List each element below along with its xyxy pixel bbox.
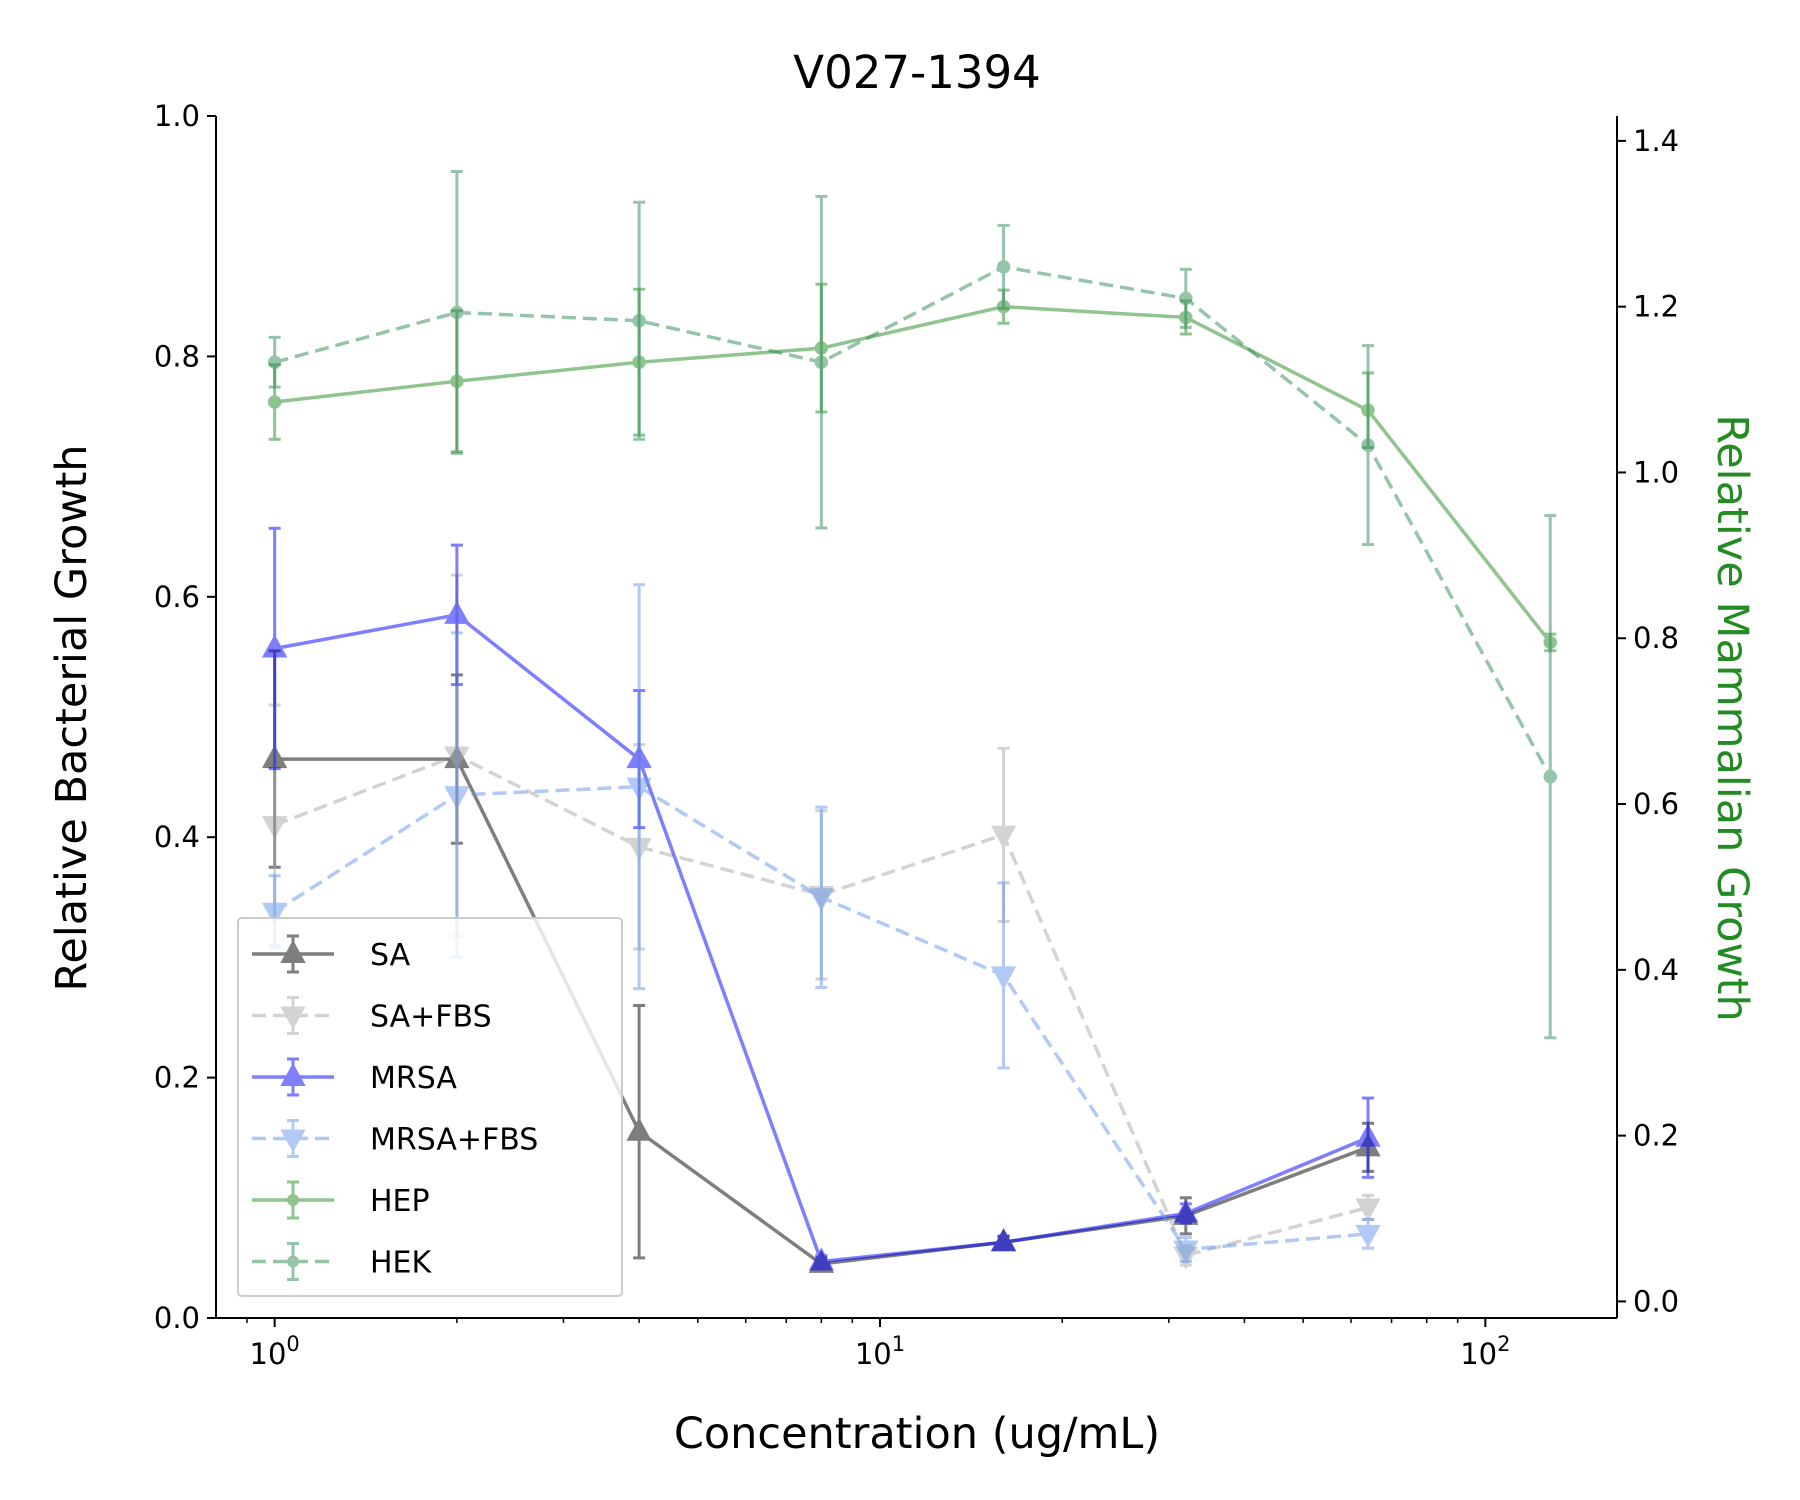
plot-area [261, 170, 1557, 1273]
y2-tick-label: 0.4 [1633, 953, 1679, 987]
y-tick-label: 0.6 [154, 580, 200, 614]
y-axis-title: Relative Bacterial Growth [47, 444, 97, 991]
legend-marker [287, 1255, 299, 1268]
legend-item: HEP [252, 1180, 430, 1220]
data-point [267, 395, 282, 409]
legend-label: SA [370, 938, 411, 973]
legend-handle [252, 1119, 334, 1158]
legend-item: MRSA [252, 1057, 457, 1097]
data-point [267, 355, 282, 369]
data-point [1543, 769, 1557, 784]
legend-item: MRSA+FBS [252, 1119, 538, 1158]
legend-marker [280, 939, 306, 963]
data-point [626, 1117, 652, 1141]
x-tick-label: 102 [1460, 1332, 1510, 1371]
y2-axis-title: Relative Mammalian Growth [1707, 414, 1757, 1021]
y-tick-label: 0.8 [154, 339, 200, 373]
legend-item: SA [252, 934, 411, 974]
data-point [1361, 438, 1375, 452]
x-axis: 100 101 102 [216, 1317, 1617, 1371]
legend: SA SA+FBS MRSA MRSA+FBS HEP HEK [237, 917, 623, 1297]
data-point [996, 260, 1011, 274]
data-point [990, 1228, 1017, 1252]
legend-handle [252, 996, 334, 1035]
right-y-axis: 0.0 0.2 0.4 0.6 0.8 1.0 1.2 1.4 [1616, 116, 1679, 1318]
data-point [814, 355, 829, 369]
legend-handle [252, 1242, 334, 1281]
data-point [1173, 1199, 1199, 1223]
x-tick-label: 100 [250, 1332, 300, 1371]
data-point [1355, 1198, 1381, 1222]
y-tick-label: 1.0 [154, 99, 200, 133]
legend-label: SA+FBS [370, 1000, 492, 1035]
data-point [444, 786, 470, 810]
data-point [261, 634, 288, 658]
legend-label: MRSA [370, 1061, 457, 1096]
legend-item: HEK [252, 1242, 433, 1281]
data-point [990, 825, 1017, 849]
data-point [450, 305, 464, 320]
legend-marker [287, 1194, 299, 1206]
legend-marker [280, 1006, 306, 1030]
y2-tick-label: 0.2 [1633, 1119, 1679, 1153]
legend-marker [280, 1129, 306, 1153]
legend-handle [252, 1180, 334, 1220]
data-point [808, 888, 835, 912]
chart-title: V027-1394 [793, 46, 1040, 99]
legend-frame [237, 917, 623, 1297]
legend-marker [280, 1062, 306, 1086]
data-point [990, 966, 1017, 990]
y-tick-label: 0.2 [154, 1061, 200, 1095]
y2-tick-label: 1.0 [1633, 455, 1679, 489]
data-point [444, 600, 470, 624]
data-point [808, 1247, 835, 1271]
series-hek [267, 170, 1557, 1040]
series-line [274, 265, 1552, 778]
legend-item: SA+FBS [252, 996, 492, 1035]
data-point [261, 816, 288, 840]
series-hep [267, 282, 1557, 653]
data-point [261, 902, 288, 926]
y2-tick-label: 1.4 [1633, 124, 1679, 158]
data-point [1173, 1240, 1199, 1264]
y2-tick-label: 0.6 [1633, 787, 1679, 821]
data-point [1355, 1123, 1381, 1147]
y-tick-label: 0.0 [154, 1301, 200, 1335]
y-tick-label: 0.4 [154, 820, 200, 854]
data-point [1355, 1224, 1381, 1248]
series-line [274, 304, 1552, 644]
legend-handle [252, 1057, 334, 1097]
legend-label: MRSA+FBS [370, 1123, 538, 1158]
x-tick-label: 101 [855, 1332, 905, 1371]
data-point [632, 314, 646, 328]
left-y-axis: 0.0 0.2 0.4 0.6 0.8 1.0 [154, 99, 217, 1335]
y2-tick-label: 0.8 [1633, 621, 1679, 655]
data-point [626, 777, 652, 801]
legend-label: HEP [370, 1184, 430, 1219]
x-axis-title: Concentration (ug/mL) [674, 1409, 1160, 1459]
legend-label: HEK [370, 1246, 433, 1281]
data-point [1179, 291, 1193, 306]
series-mrsa-fbs [261, 583, 1381, 1264]
legend-handle [252, 934, 334, 974]
y2-tick-label: 0.0 [1633, 1284, 1679, 1318]
y2-tick-label: 1.2 [1633, 290, 1679, 324]
